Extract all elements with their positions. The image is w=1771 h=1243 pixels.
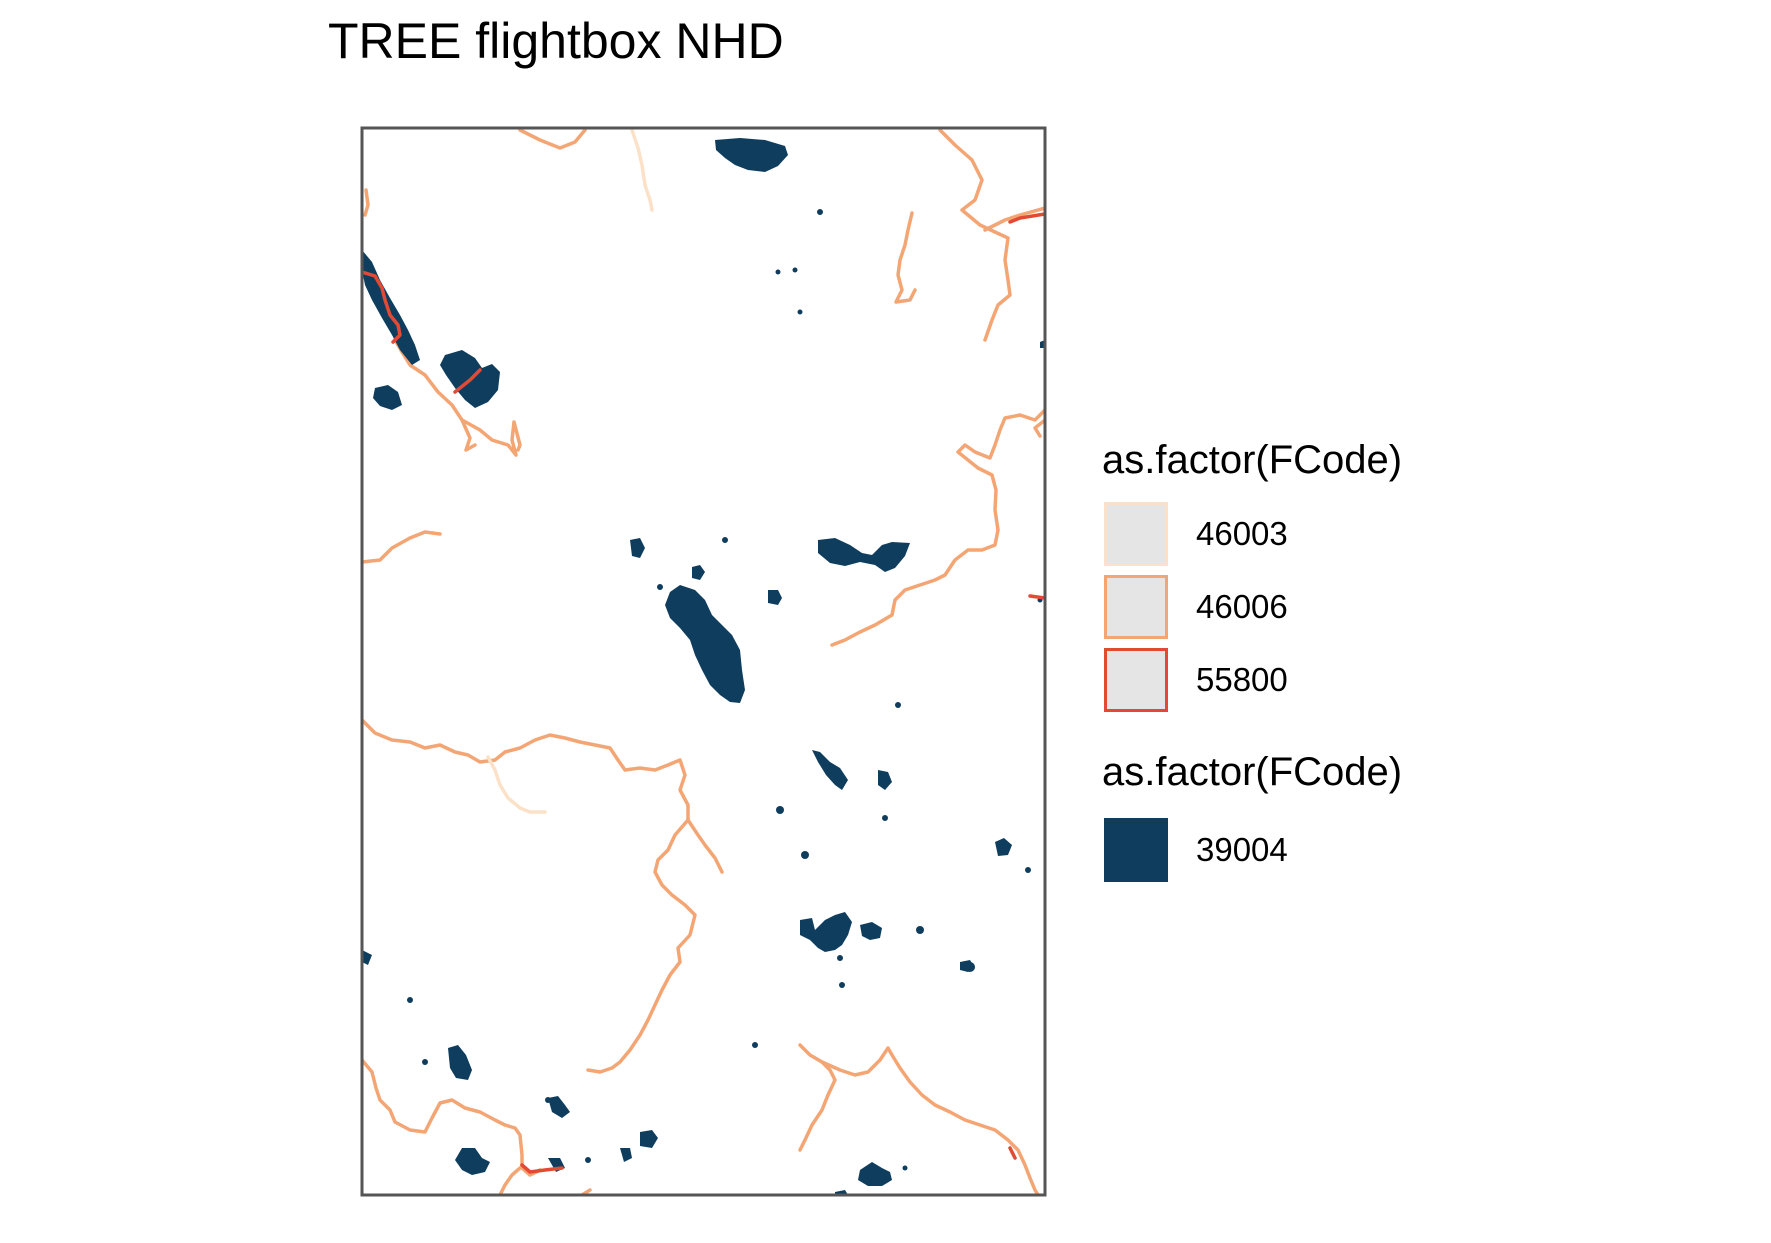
lake-west-edge: [362, 950, 372, 965]
stream-west: [362, 530, 442, 564]
map-title: TREE flightbox NHD: [328, 13, 784, 69]
lake-north: [715, 138, 788, 172]
pond-13: [965, 962, 975, 972]
artificial-path-lake: [453, 368, 482, 394]
legend-key-39004: [1104, 818, 1168, 882]
waterbodies-39004: [362, 138, 1045, 1195]
pond-5: [722, 537, 728, 543]
stream-se: [798, 1043, 837, 1152]
pond-8: [776, 806, 784, 814]
pond-21: [902, 1165, 908, 1171]
stream-light-south: [486, 755, 547, 814]
pond-9: [801, 851, 809, 859]
pond-1: [817, 209, 823, 215]
pond-16: [407, 997, 413, 1003]
flowlines-46006: [362, 128, 1045, 1195]
lake-southwest-1: [448, 1045, 472, 1080]
lake-south-cluster-2: [860, 922, 882, 940]
legend-key-46006: [1104, 575, 1168, 639]
lake-south-5: [620, 1148, 632, 1162]
artificial-path-south: [520, 1163, 564, 1174]
lake-southwest-2: [548, 1096, 570, 1118]
stream-sw-tail: [498, 1166, 522, 1195]
pond-4: [797, 309, 803, 315]
flowlines-55800: [362, 212, 1045, 1174]
lake-center-small-2: [692, 565, 705, 580]
stream-ne: [938, 128, 1012, 342]
pond-15: [839, 982, 845, 988]
pond-2: [792, 267, 798, 273]
legend-label-55800: 55800: [1196, 661, 1288, 698]
legend-key-55800: [1104, 648, 1168, 712]
stream-n-center: [894, 211, 917, 304]
lake-west-small: [373, 385, 402, 410]
stream-east-branch: [1033, 418, 1045, 438]
legend-key-46003: [1104, 502, 1168, 566]
artificial-path-nw: [362, 270, 402, 344]
lake-center-small-3: [768, 590, 782, 605]
pond-7: [895, 702, 901, 708]
lake-southwest-3: [455, 1148, 490, 1175]
pond-12: [916, 926, 924, 934]
lake-center-small-1: [630, 538, 645, 558]
lake-southeast-cluster-1: [812, 750, 848, 790]
stream-ne-branch: [983, 206, 1045, 232]
pond-20: [585, 1157, 591, 1163]
stream-light-north: [630, 128, 654, 212]
stream-east: [830, 408, 1045, 647]
legend-label-46006: 46006: [1196, 588, 1288, 625]
legend-polygons-title: as.factor(FCode): [1102, 750, 1403, 794]
stream-sw: [362, 1058, 542, 1177]
legend-lines-title: as.factor(FCode): [1102, 438, 1403, 482]
pond-11: [1025, 867, 1031, 873]
stream-top-left: [518, 128, 587, 150]
legend-label-39004: 39004: [1196, 831, 1288, 868]
stream-nw-branch: [460, 418, 477, 452]
pond-10: [882, 815, 888, 821]
stream-se-east: [820, 1046, 1040, 1195]
lake-south-cluster: [800, 912, 852, 952]
pond-19: [545, 1097, 551, 1103]
pond-17: [422, 1059, 428, 1065]
stream-nw: [393, 338, 522, 457]
lake-south-4: [640, 1130, 658, 1148]
pond-6: [657, 584, 663, 590]
lake-southeast-bottom: [858, 1162, 892, 1186]
legend-label-46003: 46003: [1196, 515, 1288, 552]
pond-18: [752, 1042, 758, 1048]
lake-center-big: [665, 585, 745, 703]
pond-3: [775, 269, 781, 275]
artificial-path-east: [1028, 594, 1045, 600]
stream-left-edge: [363, 188, 370, 217]
stream-main: [362, 718, 724, 874]
lake-center-east: [818, 538, 910, 572]
lake-southeast-cluster-2: [878, 770, 892, 790]
flowlines-46003: [486, 128, 654, 814]
artificial-path-ne: [1008, 212, 1045, 224]
lake-northwest-strip: [362, 250, 420, 365]
pond-14: [837, 955, 843, 961]
lake-east-small: [995, 838, 1012, 856]
stream-main-south: [586, 818, 697, 1074]
map-frame: [360, 126, 1047, 1197]
artificial-path-se: [1008, 1146, 1017, 1160]
